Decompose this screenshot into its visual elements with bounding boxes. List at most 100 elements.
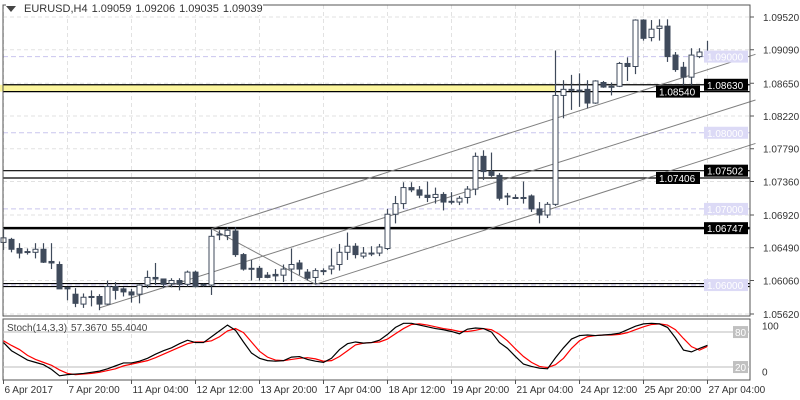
price-axis-label: 1.07790 xyxy=(763,145,800,156)
symbol-timeframe: EURUSD,H4 xyxy=(24,3,88,15)
candle-bullish xyxy=(168,279,175,285)
candle-bearish xyxy=(16,248,23,254)
stochastic-d-line xyxy=(3,323,708,376)
candle-bullish xyxy=(312,270,319,278)
candle-bullish xyxy=(104,286,111,305)
time-axis-label: 21 Apr 04:00 xyxy=(517,385,574,396)
stochastic-k-value: 57.3670 xyxy=(71,323,108,334)
round-level-label: 1.06000 xyxy=(707,281,744,292)
candle-bullish xyxy=(464,188,471,198)
candle-bearish xyxy=(272,273,279,277)
round-level-label: 1.07000 xyxy=(707,205,744,216)
candle-bullish xyxy=(384,213,391,250)
candle-bearish xyxy=(248,267,255,270)
candle-bearish xyxy=(408,187,415,191)
stochastic-label: Stoch(14,3,3) 57.3670 55.4040 xyxy=(7,323,151,334)
candle-bullish xyxy=(688,54,695,78)
candle-bearish xyxy=(96,295,103,305)
price-axis-label: 1.05620 xyxy=(763,310,800,321)
candle-bearish xyxy=(664,25,671,58)
candle-bearish xyxy=(256,267,263,278)
collapse-triangle-icon[interactable] xyxy=(6,6,16,12)
price-axis-label: 1.07360 xyxy=(763,177,800,188)
stochastic-axis-max: 100 xyxy=(762,321,779,332)
candle-bearish xyxy=(48,260,55,264)
time-axis-label: 24 Apr 12:00 xyxy=(581,385,638,396)
candle-bullish xyxy=(576,89,583,92)
open-price: 1.09059 xyxy=(91,3,132,15)
candle-bullish xyxy=(560,88,567,96)
candle-bullish xyxy=(360,252,367,257)
candle-bearish xyxy=(568,88,575,91)
channel-trendline[interactable] xyxy=(211,228,316,285)
candle-bearish xyxy=(528,195,535,210)
time-axis-label: 12 Apr 12:00 xyxy=(197,385,254,396)
chart-header: EURUSD,H4 1.09059 1.09206 1.09035 1.0903… xyxy=(6,3,263,15)
time-axis-label: 25 Apr 20:00 xyxy=(645,385,702,396)
low-price: 1.09035 xyxy=(179,3,219,15)
candle-bearish xyxy=(672,54,679,71)
price-axis-label: 1.06490 xyxy=(763,244,800,255)
candle-bullish xyxy=(544,203,551,216)
candle-bearish xyxy=(496,174,503,199)
candle-bearish xyxy=(608,85,615,88)
main-panel-frame xyxy=(2,4,751,317)
candle-bullish xyxy=(184,271,191,285)
candle-bearish xyxy=(128,291,135,296)
candle-bullish xyxy=(80,296,87,305)
stochastic-level-label-bg xyxy=(733,326,748,339)
close-price: 1.09039 xyxy=(222,3,263,15)
candle-bearish xyxy=(448,200,455,203)
candle-bullish xyxy=(280,268,287,276)
stochastic-level-label-bg xyxy=(733,361,748,374)
level-label-bg xyxy=(656,171,700,184)
candle-bearish xyxy=(296,262,303,270)
time-axis-label: 27 Apr 04:00 xyxy=(709,385,766,396)
candle-bullish xyxy=(616,62,623,87)
candle-bullish xyxy=(512,196,519,199)
candle-bearish xyxy=(304,271,311,279)
candle-bullish xyxy=(472,155,479,190)
candle-bearish xyxy=(320,270,327,273)
candle-bearish xyxy=(112,286,119,291)
time-axis-label: 13 Apr 20:00 xyxy=(261,385,318,396)
candle-bullish xyxy=(88,295,95,298)
level-label: 1.08630 xyxy=(707,81,744,92)
time-axis-label: 7 Apr 20:00 xyxy=(69,385,121,396)
candle-bullish xyxy=(400,187,407,205)
level-label-bg xyxy=(656,85,700,98)
highlight-zone xyxy=(0,84,556,92)
price-axis-label: 1.08220 xyxy=(763,112,800,123)
stochastic-d-value: 55.4040 xyxy=(111,323,148,334)
candle-bearish xyxy=(176,279,183,285)
candle-bullish xyxy=(632,19,639,67)
candle-bearish xyxy=(40,248,47,263)
candle-bearish xyxy=(440,193,447,203)
candle-bullish xyxy=(696,51,703,58)
level-label-bg xyxy=(704,78,748,91)
round-level-label-bg xyxy=(704,202,748,215)
candle-bearish xyxy=(200,283,207,286)
candle-bullish xyxy=(136,284,143,295)
candle-bullish xyxy=(288,264,295,270)
round-level-label-bg xyxy=(704,126,748,139)
candle-bullish xyxy=(392,203,399,215)
channel-trendline[interactable] xyxy=(211,53,756,230)
stochastic-level-label: 20 xyxy=(735,363,747,374)
candle-bullish xyxy=(592,80,599,104)
price-axis-label: 1.08650 xyxy=(763,79,800,90)
candle-bearish xyxy=(72,293,79,304)
candle-bearish xyxy=(536,208,543,216)
round-level-label: 1.08000 xyxy=(707,129,744,140)
channel-trendline[interactable] xyxy=(315,142,756,285)
level-label: 1.08540 xyxy=(659,88,696,99)
time-axis-label: 17 Apr 04:00 xyxy=(325,385,382,396)
stochastic-axis-min: 0 xyxy=(762,368,768,379)
candle-bullish xyxy=(344,245,351,253)
candle-bearish xyxy=(520,196,527,199)
candle-bullish xyxy=(144,276,151,286)
candle-bearish xyxy=(416,189,423,196)
candle-bearish xyxy=(160,278,167,285)
candle-bearish xyxy=(240,254,247,270)
